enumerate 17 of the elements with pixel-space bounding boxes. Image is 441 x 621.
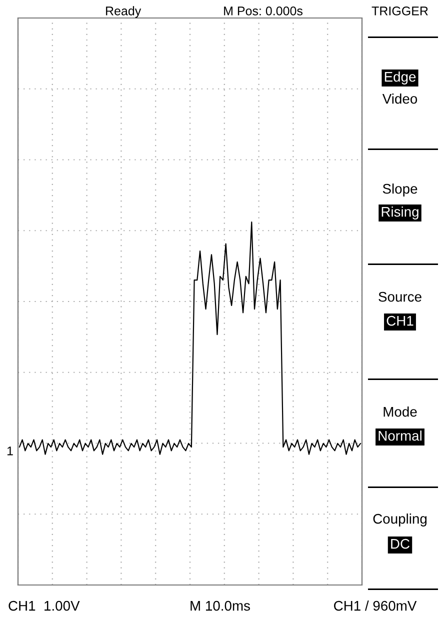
text: 1 [7, 446, 13, 456]
text: Source [378, 292, 422, 302]
text: DC [391, 538, 410, 549]
text: Slope [382, 184, 418, 196]
text: CH1 [386, 316, 414, 326]
text: M Pos: 0.000s [224, 6, 302, 16]
text: CH1 1.00V [8, 600, 80, 611]
text: Video [382, 94, 418, 104]
text: Mode [384, 406, 417, 417]
text: Rising [382, 206, 418, 220]
text: Normal [378, 430, 422, 441]
text: Edge [384, 72, 416, 84]
text: Coupling [373, 514, 427, 526]
text: TRIGGER [372, 6, 428, 16]
text: CH1 / 960mV [334, 600, 417, 611]
text: Ready [106, 6, 142, 18]
text: M 10.0ms [190, 600, 250, 611]
